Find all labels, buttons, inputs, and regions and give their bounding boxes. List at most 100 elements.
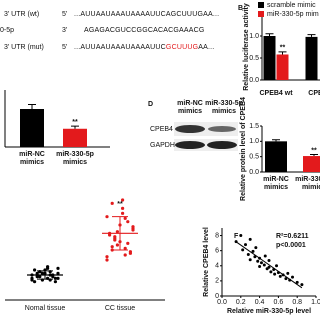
legend-label: scramble mimic	[267, 2, 316, 9]
annotation: R²=0.6211	[276, 233, 309, 240]
data-point	[53, 276, 58, 280]
x-tick-label: 0.4	[255, 299, 265, 306]
data-point	[286, 271, 290, 275]
sequence: AGAGACGUCCGGCACACGAAACG	[84, 27, 205, 34]
data-point	[273, 272, 277, 276]
x-tick-label: CPEB4 wt	[259, 90, 293, 97]
y-axis-label: Relative luciferase activity	[243, 3, 250, 91]
data-point	[239, 234, 243, 238]
x-tick-label: 1.0	[311, 299, 320, 306]
data-point	[121, 211, 125, 215]
data-point	[110, 201, 114, 205]
error-bar	[28, 103, 36, 109]
bar	[276, 54, 289, 80]
data-point	[128, 251, 132, 255]
y-tick-label: 0	[215, 293, 219, 300]
bar	[303, 156, 320, 172]
band	[175, 141, 205, 149]
western-blot	[174, 122, 238, 151]
data-point	[248, 258, 252, 262]
significance: **	[280, 45, 286, 52]
y-tick-label: 4	[215, 263, 219, 270]
legend-label: miR-330-5p mim	[267, 11, 319, 18]
data-point	[241, 248, 245, 252]
x-tick-label: Nomal tissue	[24, 305, 66, 312]
sd-bar	[37, 270, 53, 280]
x-tick-label: CPEB	[308, 90, 320, 97]
data-point	[275, 264, 279, 268]
data-point	[278, 274, 282, 278]
data-point	[126, 220, 130, 224]
data-point	[256, 259, 260, 263]
y-tick-label: 2	[215, 278, 219, 285]
data-point	[108, 233, 112, 237]
y-tick-label: 1.0	[249, 33, 259, 40]
band	[207, 141, 237, 149]
sd-bar	[112, 216, 128, 251]
data-point	[105, 258, 109, 262]
error-bar	[278, 51, 287, 55]
regression-line	[235, 241, 303, 289]
legend-swatch	[258, 11, 264, 17]
sequence: ...AUUAAUAAAUAAAAUUCGCUUUGAA...	[74, 44, 214, 51]
data-point	[300, 283, 304, 287]
data-point	[262, 263, 266, 267]
data-point	[295, 280, 299, 284]
y-tick-label: 1.0	[249, 138, 259, 145]
data-point	[267, 258, 271, 262]
data-point	[56, 271, 60, 275]
significance: **	[117, 201, 123, 208]
data-point	[110, 245, 114, 249]
data-point	[251, 249, 255, 253]
sequence-label: 3' UTR (mut)	[4, 44, 44, 51]
data-point	[30, 276, 34, 280]
x-tick-label: miR-330-5p mimics	[295, 176, 320, 191]
data-point	[121, 198, 125, 202]
data-point	[269, 270, 273, 274]
panel-label: F	[234, 233, 239, 240]
data-point	[121, 206, 125, 210]
significance: **	[72, 119, 78, 126]
data-point	[254, 246, 258, 250]
y-tick-label: 0.0	[249, 169, 259, 176]
significance: **	[311, 147, 317, 154]
error-bar	[310, 154, 318, 157]
y-tick-label: 1.5	[249, 123, 259, 130]
band	[208, 126, 236, 132]
panel-label: D	[148, 101, 153, 108]
y-axis-label: Relative protein level of CPEB4	[240, 97, 247, 201]
blot-column: miR-NC mimics	[177, 100, 203, 115]
data-point	[131, 226, 135, 230]
data-point	[51, 275, 55, 279]
data-point	[263, 254, 267, 258]
sequence-part: AA...	[198, 44, 214, 51]
data-point	[38, 275, 42, 279]
x-tick-label: 0.8	[292, 299, 302, 306]
data-point	[123, 216, 127, 220]
data-point	[126, 241, 130, 245]
error-bar	[265, 33, 274, 36]
x-tick-label: miR-NC mimics	[263, 176, 289, 191]
data-point	[40, 271, 45, 275]
error-bar	[307, 34, 316, 37]
y-tick-label: 0.0	[249, 77, 259, 84]
sequence-end: 5'	[62, 44, 67, 51]
y-tick-label: 8	[215, 232, 219, 239]
bar	[265, 141, 287, 172]
x-axis-label: Relative miR-330-5p level	[227, 308, 311, 315]
x-tick-label: CC tissue	[104, 305, 136, 312]
sequence-end: 3'	[62, 27, 67, 34]
bar	[305, 36, 318, 80]
blot-row: GAPDH	[150, 142, 175, 149]
data-point	[53, 280, 58, 284]
y-axis-label: Relative CPEB4 level	[203, 227, 210, 297]
data-point	[35, 271, 39, 275]
y-tick-label: 6	[215, 248, 219, 255]
error-bar	[272, 139, 280, 142]
sequence-part: ...AUUAAUAAAUAAAAUUCAGCUUUGAA...	[74, 11, 219, 18]
x-tick-label: miR-NC mimics	[19, 151, 45, 166]
legend-swatch	[258, 2, 264, 8]
data-point	[246, 252, 250, 256]
